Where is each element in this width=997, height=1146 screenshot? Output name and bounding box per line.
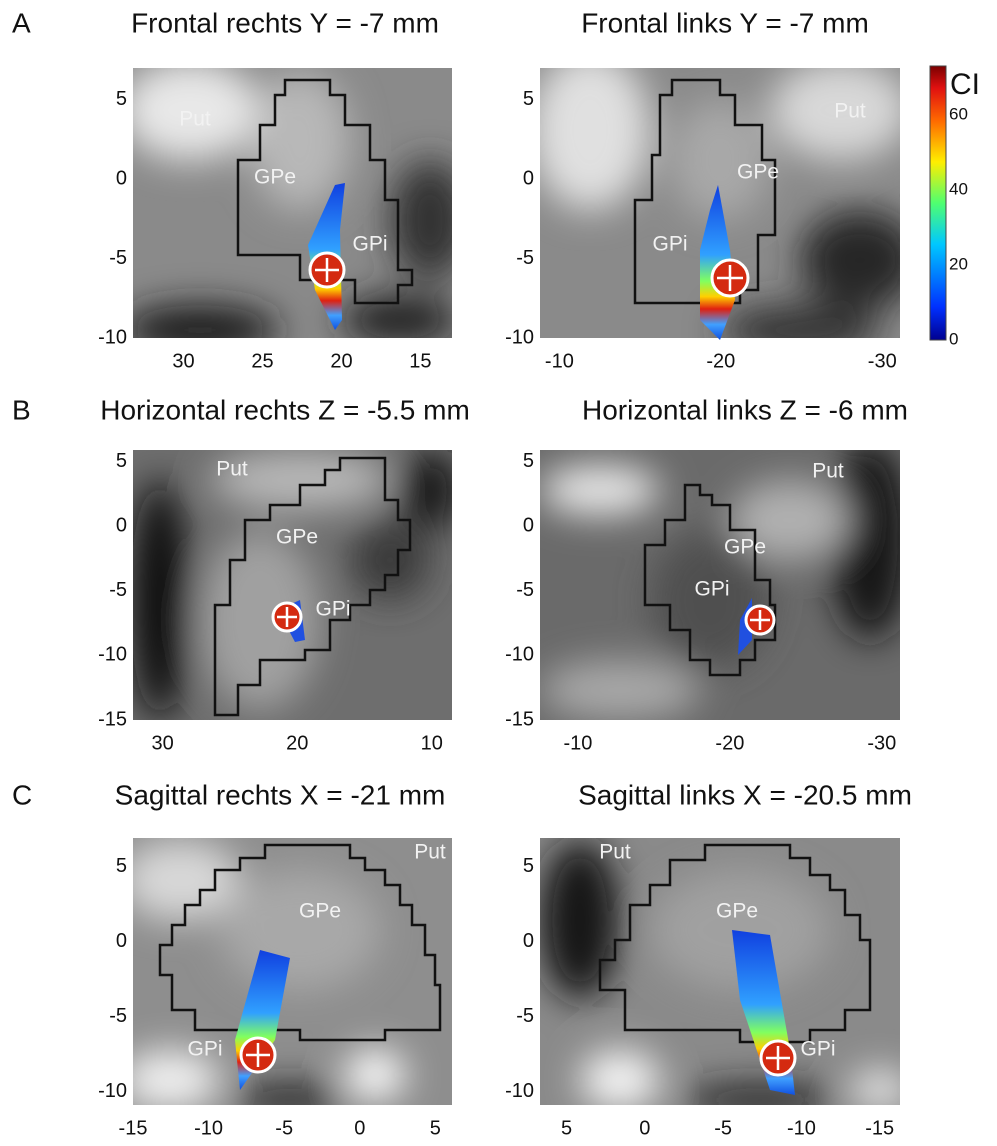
colorbar-tick-label: 60 [949,104,968,123]
target-marker [271,601,303,633]
y-tick-label: 0 [116,515,127,537]
colorbar-tick-label: 20 [949,254,968,273]
y-tick-label: -5 [109,579,127,601]
panel-title: Horizontal rechts Z = -5.5 mm [100,394,470,425]
y-tick-label: -5 [516,247,534,269]
x-tick-label: -20 [706,350,735,372]
y-tick-label: -10 [98,326,127,348]
x-tick-label: 5 [561,1117,572,1139]
region-outline [633,78,777,305]
y-tick-label: 0 [116,930,127,952]
region-outline [643,483,777,677]
y-tick-label: 5 [523,88,534,110]
panel-letter: A [12,7,31,38]
x-tick-label: 30 [172,350,194,372]
x-tick-label: 30 [151,732,173,754]
x-tick-label: 5 [430,1117,441,1139]
colorbar-label: CI [950,68,980,101]
target-marker [239,1036,277,1074]
y-tick-label: 0 [523,515,534,537]
y-tick-label: -5 [516,579,534,601]
x-tick-label: 0 [639,1117,650,1139]
region-outline [236,78,414,305]
region-label: GPi [800,1038,835,1061]
x-tick-label: 25 [251,350,273,372]
y-tick-label: -5 [109,247,127,269]
region-label: GPe [737,161,779,184]
panel-title: Horizontal links Z = -6 mm [582,394,908,425]
y-tick-label: 5 [523,855,534,877]
colorbar-tick-label: 0 [949,329,958,348]
region-label: GPi [352,233,387,256]
y-tick-label: -10 [98,644,127,666]
panel-title: Frontal rechts Y = -7 mm [131,7,439,38]
x-tick-label: 0 [354,1117,365,1139]
colorbar-tick-label: 40 [949,179,968,198]
ci-overlay [700,185,735,340]
x-tick-label: -30 [868,350,897,372]
region-label: GPe [299,900,341,923]
region-outline [158,843,442,1042]
target-marker [744,604,776,636]
y-tick-label: 0 [116,167,127,189]
x-tick-label: 20 [330,350,352,372]
x-tick-label: -15 [865,1117,894,1139]
panel-letter: C [12,779,32,810]
x-tick-label: -10 [194,1117,223,1139]
y-tick-label: -10 [505,1080,534,1102]
region-label: Put [834,100,866,123]
y-tick-label: -5 [109,1005,127,1027]
x-tick-label: -5 [714,1117,732,1139]
y-tick-label: -15 [505,708,534,730]
x-tick-label: -20 [715,732,744,754]
image-panel [133,68,452,338]
region-label: GPi [652,233,687,256]
x-tick-label: -5 [275,1117,293,1139]
region-label: GPe [724,536,766,559]
target-marker [308,251,346,289]
panel-title: Sagittal links X = -20.5 mm [578,779,912,810]
region-label: GPe [254,166,296,189]
image-panel [540,838,900,1105]
y-tick-label: -10 [505,644,534,666]
y-tick-label: 0 [523,167,534,189]
colorbar [929,65,947,341]
y-tick-label: 0 [523,930,534,952]
panel-title: Sagittal rechts X = -21 mm [115,779,446,810]
y-tick-label: 5 [116,450,127,472]
region-label: GPe [276,526,318,549]
x-tick-label: -10 [545,350,574,372]
y-tick-label: -5 [516,1005,534,1027]
panel-letter: B [12,394,31,425]
x-tick-label: -10 [787,1117,816,1139]
x-tick-label: -30 [867,732,896,754]
x-tick-label: 15 [409,350,431,372]
y-tick-label: -15 [98,708,127,730]
region-label: GPi [315,598,350,621]
image-panel [133,450,452,720]
panel-title: Frontal links Y = -7 mm [581,7,869,38]
region-label: Put [812,460,844,483]
region-outline [598,843,872,1044]
region-label: Put [216,458,248,481]
y-tick-label: -10 [98,1080,127,1102]
region-label: GPi [694,578,729,601]
x-tick-label: 20 [286,732,308,754]
y-tick-label: 5 [116,855,127,877]
y-tick-label: 5 [116,88,127,110]
y-tick-label: -10 [505,326,534,348]
region-label: Put [414,841,446,864]
region-label: Put [599,841,631,864]
region-outline [213,456,412,717]
region-label: GPe [716,900,758,923]
region-label: Put [179,108,211,131]
x-tick-label: -15 [119,1117,148,1139]
target-marker [710,258,750,298]
region-label: GPi [187,1038,222,1061]
y-tick-label: 5 [523,450,534,472]
target-marker [759,1039,797,1077]
x-tick-label: -10 [564,732,593,754]
x-tick-label: 10 [421,732,443,754]
